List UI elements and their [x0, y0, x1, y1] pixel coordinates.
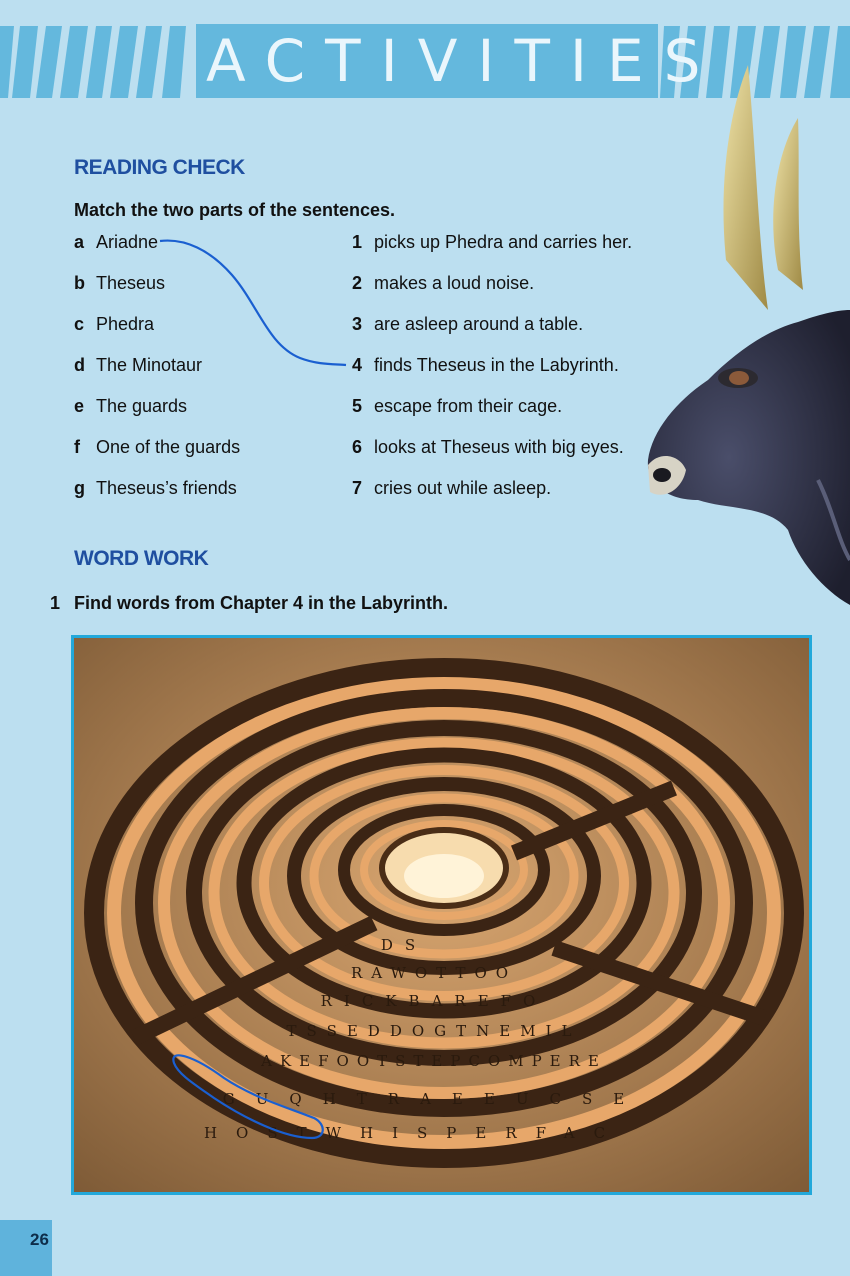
right-text: looks at Theseus with big eyes.	[374, 437, 624, 457]
left-text: The Minotaur	[96, 355, 203, 375]
left-key: b	[74, 273, 85, 293]
stripe-decoration	[0, 26, 850, 98]
right-key: 3	[352, 314, 363, 334]
circled-word-ghost	[172, 1054, 324, 1140]
right-key: 1	[352, 232, 363, 252]
left-item-a: a Ariadne	[74, 232, 158, 253]
word-work-heading: WORD WORK	[74, 547, 209, 570]
bull-head-illustration	[647, 65, 850, 605]
left-item-f: f One of the guards	[74, 437, 240, 458]
right-item-7: 7 cries out while asleep.	[352, 478, 551, 499]
right-key: 4	[352, 355, 363, 375]
right-key: 6	[352, 437, 363, 457]
banner-title: ACTIVITIES	[196, 24, 700, 98]
left-item-e: e The guards	[74, 396, 187, 417]
left-key: d	[74, 355, 85, 375]
maze-row-2: RAWOTTOO	[351, 964, 517, 982]
left-item-d: d The Minotaur	[74, 355, 202, 376]
left-text: Theseus	[96, 273, 166, 293]
right-text: finds Theseus in the Labyrinth.	[374, 355, 619, 375]
labyrinth-wordsearch: DS RAWOTTOO RICKBAREFO TSSEDDOGTNEMIL AK…	[71, 635, 812, 1195]
activities-banner: ACTIVITIES	[0, 22, 850, 100]
right-text: escape from their cage.	[374, 396, 563, 416]
left-key: e	[74, 396, 85, 416]
left-text: Theseus’s friends	[96, 478, 237, 498]
right-item-6: 6 looks at Theseus with big eyes.	[352, 437, 624, 458]
right-text: picks up Phedra and carries her.	[374, 232, 633, 252]
right-text: makes a loud noise.	[374, 273, 535, 293]
reading-check-instruction: Match the two parts of the sentences.	[74, 200, 396, 220]
left-key: c	[74, 314, 85, 334]
right-item-4: 4 finds Theseus in the Labyrinth.	[352, 355, 619, 376]
word-work-instruction: Find words from Chapter 4 in the Labyrin…	[74, 593, 449, 613]
left-key: g	[74, 478, 85, 498]
right-text: are asleep around a table.	[374, 314, 584, 334]
left-text: Ariadne	[96, 232, 159, 252]
left-item-c: c Phedra	[74, 314, 154, 335]
page-number: 26	[0, 1220, 52, 1276]
left-text: One of the guards	[96, 437, 241, 457]
left-key: a	[74, 232, 85, 252]
labyrinth-illustration: DS RAWOTTOO RICKBAREFO TSSEDDOGTNEMIL AK…	[74, 638, 809, 1192]
reading-check-heading: READING CHECK	[74, 156, 245, 179]
exercise-number: 1	[50, 593, 61, 613]
left-text: The guards	[96, 396, 188, 416]
right-key: 7	[352, 478, 363, 498]
right-item-3: 3 are asleep around a table.	[352, 314, 583, 335]
maze-row-6: GUQHTRAEEUCSE	[223, 1090, 645, 1108]
left-key: f	[74, 437, 80, 457]
right-item-5: 5 escape from their cage.	[352, 396, 562, 417]
left-item-b: b Theseus	[74, 273, 165, 294]
maze-row-4: TSSEDDOGTNEMIL	[287, 1022, 582, 1040]
right-item-2: 2 makes a loud noise.	[352, 273, 534, 294]
right-key: 2	[352, 273, 363, 293]
maze-row-3: RICKBAREFO	[321, 992, 548, 1010]
maze-row-1: DS	[381, 936, 427, 954]
left-text: Phedra	[96, 314, 155, 334]
right-item-1: 1 picks up Phedra and carries her.	[352, 232, 632, 253]
right-key: 5	[352, 396, 363, 416]
right-text: cries out while asleep.	[374, 478, 552, 498]
left-item-g: g Theseus’s friends	[74, 478, 237, 499]
maze-row-5: AKEFOOTSTEPCOMPERE	[260, 1052, 607, 1070]
